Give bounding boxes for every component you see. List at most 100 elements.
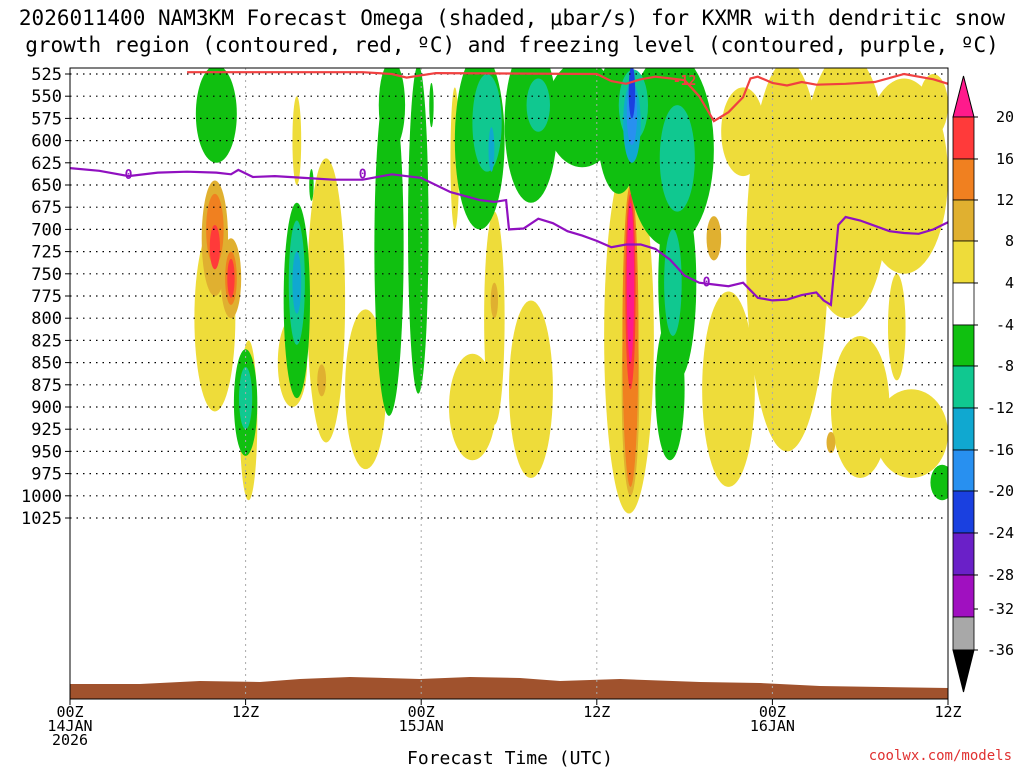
x-tick-label-0-2: 2026 [52, 731, 88, 749]
colorbar-label-13: -36 [987, 641, 1014, 659]
colorbar-swatch-5 [952, 324, 975, 367]
freezing-level-label-1: 0 [125, 168, 133, 183]
y-tick-label-775: 775 [31, 287, 62, 307]
colorbar-swatch-11 [952, 574, 975, 618]
colorbar-label-5: -4 [996, 316, 1014, 334]
omega-cell-neg5-61 [628, 68, 636, 119]
omega-cell-neg2-56 [664, 229, 682, 336]
colorbar-swatch-8 [952, 449, 975, 492]
y-tick-label-650: 650 [31, 176, 62, 196]
colorbar-swatch-0 [952, 116, 975, 160]
colorbar-label-9: -20 [987, 482, 1014, 500]
y-tick-label-850: 850 [31, 354, 62, 374]
freezing-level-label-3: 0 [703, 276, 711, 291]
colorbar-swatch-1 [952, 158, 975, 201]
colorbar-swatch-6 [952, 365, 975, 409]
x-tick-label-24-0: 00Z [408, 703, 435, 721]
omega-cell-pos4-30 [209, 224, 220, 270]
omega-cell-pos1-6 [449, 353, 496, 461]
omega-cell-neg1-48 [655, 318, 685, 461]
y-tick-label-1025: 1025 [21, 509, 62, 529]
omega-cell-neg1-39 [408, 68, 429, 394]
colorbar-label-10: -24 [987, 524, 1014, 542]
omega-cell-pos1-16 [874, 389, 948, 479]
y-tick-label-975: 975 [31, 465, 62, 485]
x-tick-label-0-1: 14JAN [47, 717, 92, 735]
y-tick-label-675: 675 [31, 198, 62, 218]
omega-cell-pos2-23 [490, 282, 499, 319]
colorbar-top-arrow [952, 75, 975, 118]
y-tick-label-950: 950 [31, 442, 62, 462]
y-tick-label-1000: 1000 [21, 487, 62, 507]
y-tick-label-875: 875 [31, 376, 62, 396]
omega-cell-pos1-15 [830, 335, 890, 479]
omega-cell-neg3-57 [292, 251, 302, 314]
credit-text: coolwx.com/models [869, 748, 1012, 764]
omega-cell-pos1-11 [702, 291, 755, 487]
freezing-level-label-2: 0 [359, 167, 367, 182]
x-axis-label: Forecast Time (UTC) [407, 748, 613, 768]
omega-cell-pos2-22 [317, 364, 327, 397]
omega-cell-pos4-31 [227, 258, 235, 298]
omega-cell-neg3-59 [488, 127, 495, 172]
y-tick-label-525: 525 [31, 65, 62, 85]
colorbar-label-4: 4 [1005, 274, 1014, 292]
colorbar-label-11: -28 [987, 566, 1014, 584]
terrain-surface [70, 677, 948, 699]
omega-cell-neg2-55 [659, 105, 695, 212]
freezing-level-contour [70, 167, 948, 307]
colorbar-label-7: -12 [987, 399, 1014, 417]
x-tick-label-48-1: 16JAN [750, 717, 795, 735]
contour-lines: 0 0 0 -12 [70, 71, 948, 307]
y-tick-label-625: 625 [31, 154, 62, 174]
omega-cell-pos1-4 [292, 96, 302, 185]
colorbar-swatch-3 [952, 240, 975, 284]
colorbar-label-2: 12 [996, 191, 1014, 209]
colorbar-swatch-4 [952, 282, 975, 326]
colorbar: 20 16 12 8 4 -4 -8 -12 -16 -20 -24 -28 -32 -36 [952, 75, 1014, 693]
y-tick-label-725: 725 [31, 243, 62, 263]
x-tick-label-0-0: 00Z [56, 703, 83, 721]
colorbar-label-6: -8 [996, 357, 1014, 375]
plot-frame [69, 67, 949, 700]
colorbar-label-3: 8 [1005, 232, 1014, 250]
omega-cell-pos5-33 [626, 202, 635, 363]
omega-cell-neg1-41 [429, 82, 434, 128]
x-tick-label-12-0: 12Z [232, 703, 259, 721]
colorbar-swatch-7 [952, 407, 975, 451]
omega-cell-pos1-19 [918, 74, 948, 137]
colorbar-swatch-12 [952, 616, 975, 651]
omega-cell-neg2-52 [472, 74, 502, 172]
omega-cell-neg1-49 [930, 464, 948, 501]
colorbar-label-1: 16 [996, 150, 1014, 168]
omega-cell-pos1-7 [484, 211, 505, 425]
omega-cell-neg1-40 [378, 68, 406, 150]
omega-cell-pos1-8 [509, 300, 553, 479]
colorbar-label-12: -32 [987, 600, 1014, 618]
colorbar-swatch-10 [952, 532, 975, 576]
omega-cell-pos2-26 [826, 431, 836, 454]
chart-title-line-2: growth region (contoured, red, ºC) and f… [25, 33, 999, 57]
y-tick-label-575: 575 [31, 109, 62, 129]
y-tick-label-925: 925 [31, 420, 62, 440]
colorbar-swatch-2 [952, 199, 975, 242]
omega-cell-pos1-3 [307, 158, 346, 443]
y-tick-label-800: 800 [31, 309, 62, 329]
y-tick-label-900: 900 [31, 398, 62, 418]
terrain-fill [70, 677, 948, 699]
x-tick-label-48-0: 00Z [759, 703, 786, 721]
y-tick-label-750: 750 [31, 265, 62, 285]
omega-cell-neg2-53 [526, 78, 550, 132]
dendritic-growth-zone-contour [187, 71, 948, 123]
omega-cell-pos2-25 [706, 216, 722, 261]
omega-cell-neg1-34 [195, 68, 237, 163]
y-tick-label-600: 600 [31, 132, 62, 152]
x-tick-label-60-0: 12Z [934, 703, 961, 721]
y-tick-label-700: 700 [31, 220, 62, 240]
colorbar-label-0: 20 [996, 108, 1014, 126]
y-tick-label-825: 825 [31, 331, 62, 351]
x-tick-label-24-1: 15JAN [399, 717, 444, 735]
